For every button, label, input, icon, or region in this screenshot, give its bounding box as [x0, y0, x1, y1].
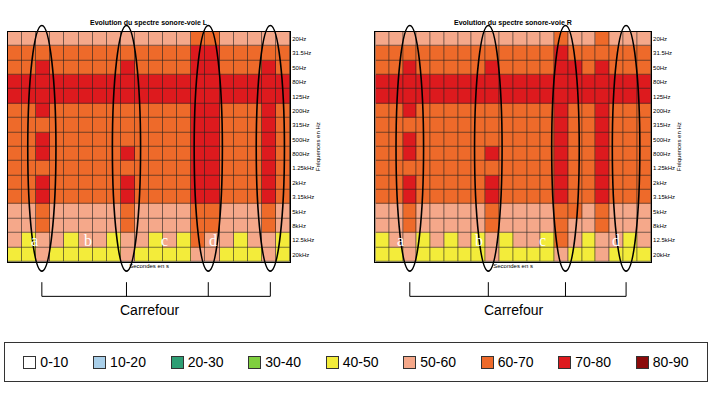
svg-text:3.15kHz: 3.15kHz: [653, 194, 675, 200]
svg-text:3.15kHz: 3.15kHz: [292, 194, 314, 200]
svg-text:125Hz: 125Hz: [653, 94, 670, 100]
svg-text:c: c: [161, 232, 168, 249]
svg-text:200Hz: 200Hz: [653, 108, 670, 114]
svg-text:d: d: [209, 232, 217, 249]
html-text:50-60: 50-60: [420, 354, 456, 370]
svg-text:Evolution du spectre sonore-vo: Evolution du spectre sonore-voie R: [454, 19, 572, 27]
svg-text:b: b: [84, 232, 92, 249]
svg-text:315Hz: 315Hz: [653, 122, 670, 128]
html-text:40-50: 40-50: [342, 354, 379, 370]
svg-text:Fréquences en Hz: Fréquences en Hz: [315, 122, 321, 171]
svg-text:Secondes en s: Secondes en s: [129, 263, 169, 269]
svg-text:20kHz: 20kHz: [292, 252, 309, 258]
svg-text:Fréquences en Hz: Fréquences en Hz: [676, 122, 682, 171]
html-text:80-90: 80-90: [652, 354, 689, 370]
svg-text:125Hz: 125Hz: [292, 94, 309, 100]
svg-text:8kHz: 8kHz: [653, 223, 667, 229]
svg-text:800Hz: 800Hz: [292, 151, 309, 157]
svg-text:d: d: [612, 232, 620, 249]
svg-text:1.25kHz: 1.25kHz: [653, 165, 675, 171]
svg-text:50Hz: 50Hz: [653, 65, 667, 71]
svg-text:Evolution du spectre sonore-vo: Evolution du spectre sonore-voie L: [90, 19, 208, 27]
html-text:10-20: 10-20: [110, 354, 146, 370]
svg-text:5kHz: 5kHz: [653, 209, 667, 215]
svg-text:800Hz: 800Hz: [653, 151, 670, 157]
html-text:0-10: 0-10: [40, 354, 69, 370]
svg-text:1.25kHz: 1.25kHz: [292, 165, 314, 171]
svg-text:80Hz: 80Hz: [653, 79, 667, 85]
svg-text:20kHz: 20kHz: [653, 252, 670, 258]
svg-text:2kHz: 2kHz: [292, 180, 306, 186]
svg-text:12.5kHz: 12.5kHz: [292, 237, 314, 243]
html-text:30-40: 30-40: [265, 354, 301, 370]
svg-text:20Hz: 20Hz: [653, 36, 667, 42]
html-text:70-80: 70-80: [575, 354, 612, 370]
svg-text:500Hz: 500Hz: [653, 137, 670, 143]
svg-text:a: a: [397, 232, 404, 249]
svg-text:500Hz: 500Hz: [292, 137, 309, 143]
svg-text:50Hz: 50Hz: [292, 65, 306, 71]
svg-text:c: c: [539, 232, 546, 249]
svg-text:31.5Hz: 31.5Hz: [292, 50, 311, 56]
html-text:20-30: 20-30: [187, 354, 224, 370]
svg-text:12.5kHz: 12.5kHz: [653, 237, 675, 243]
svg-text:31.5Hz: 31.5Hz: [653, 50, 672, 56]
svg-text:Carrefour: Carrefour: [120, 302, 179, 318]
svg-text:80Hz: 80Hz: [292, 79, 306, 85]
svg-text:Secondes en s: Secondes en s: [493, 263, 533, 269]
svg-text:Carrefour: Carrefour: [484, 302, 543, 318]
svg-text:5kHz: 5kHz: [292, 209, 306, 215]
svg-text:315Hz: 315Hz: [292, 122, 309, 128]
svg-text:a: a: [31, 232, 38, 249]
svg-text:b: b: [475, 232, 483, 249]
html-text:60-70: 60-70: [497, 354, 534, 370]
svg-text:8kHz: 8kHz: [292, 223, 306, 229]
svg-text:2kHz: 2kHz: [653, 180, 667, 186]
svg-text:20Hz: 20Hz: [292, 36, 306, 42]
svg-text:200Hz: 200Hz: [292, 108, 309, 114]
